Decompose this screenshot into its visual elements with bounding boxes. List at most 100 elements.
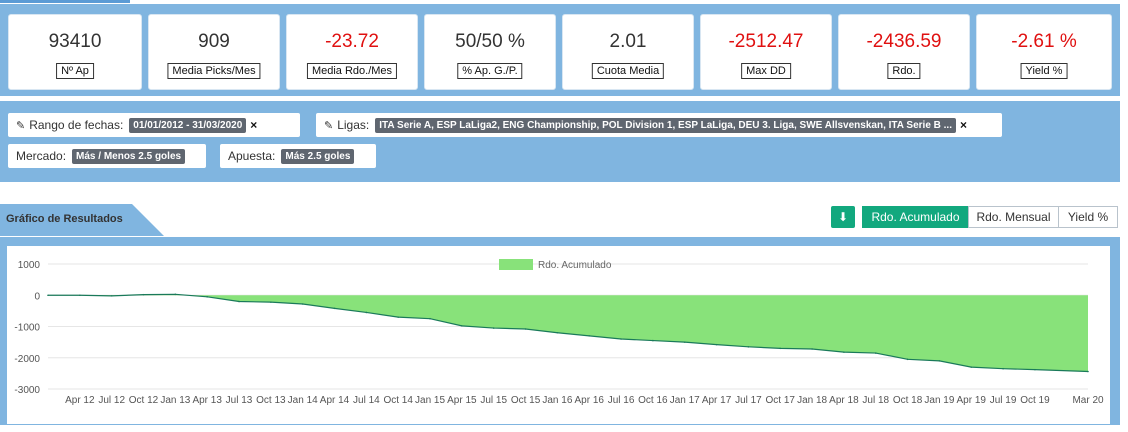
x-tick-label: Oct 13: [256, 395, 286, 406]
series-point: [79, 294, 81, 297]
series-point: [301, 303, 304, 305]
x-tick-label: Oct 18: [893, 395, 923, 406]
series-point: [906, 358, 909, 361]
market-filter[interactable]: Mercado: Más / Menos 2.5 goles: [8, 144, 206, 168]
stat-value: -2436.59: [866, 31, 942, 52]
stat-card: 50/50 % % Ap. G./P.: [424, 14, 556, 90]
bet-filter[interactable]: Apuesta: Más 2.5 goles: [220, 144, 376, 168]
series-point: [270, 301, 272, 303]
results-title: Gráfico de Resultados: [6, 213, 123, 225]
y-tick-label: -1000: [14, 323, 40, 334]
stat-value: 909: [198, 31, 230, 52]
y-tick-label: 0: [34, 291, 40, 302]
date-range-filter[interactable]: ✎ Rango de fechas: 01/01/2012 - 31/03/20…: [8, 113, 300, 137]
x-tick-label: Jan 19: [924, 395, 954, 406]
market-value: Más / Menos 2.5 goles: [72, 148, 186, 164]
series-point: [365, 311, 368, 314]
series-point: [556, 331, 559, 334]
series-point: [620, 338, 622, 340]
stat-card: 909 Media Picks/Mes: [148, 14, 280, 90]
x-tick-label: Apr 15: [447, 395, 477, 406]
remove-date-range-icon[interactable]: ×: [250, 118, 258, 132]
series-point: [1087, 370, 1089, 373]
x-tick-label: Oct 15: [511, 395, 541, 406]
remove-leagues-icon[interactable]: ×: [960, 118, 968, 132]
x-tick-label: Jul 15: [480, 395, 507, 406]
series-point: [110, 295, 113, 297]
x-tick-label: Jul 19: [990, 395, 1017, 406]
x-tick-label: Oct 16: [638, 395, 668, 406]
series-point: [779, 347, 782, 350]
bet-value: Más 2.5 goles: [281, 148, 355, 164]
download-icon: ⬇: [837, 210, 849, 224]
x-tick-label: Oct 19: [1020, 395, 1050, 406]
top-accent-tab: [0, 0, 130, 3]
x-tick-label: Jul 12: [98, 395, 125, 406]
series-point: [652, 339, 654, 342]
x-tick-label: Apr 14: [320, 395, 350, 406]
stat-card: 93410 Nº Ap: [8, 14, 142, 90]
date-range-value: 01/01/2012 - 31/03/2020: [129, 117, 247, 133]
stat-label: Media Picks/Mes: [167, 63, 261, 79]
x-tick-label: Apr 13: [192, 395, 222, 406]
x-tick-label: Jan 14: [288, 395, 318, 406]
series-point: [174, 293, 177, 296]
stat-value: -2512.47: [728, 31, 804, 52]
stat-value: -23.72: [325, 31, 379, 52]
series-point: [461, 325, 463, 327]
x-tick-label: Mar 20: [1072, 395, 1104, 406]
tab-rdo-mensual[interactable]: Rdo. Mensual: [968, 206, 1059, 228]
leagues-filter[interactable]: ✎ Ligas: ITA Serie A, ESP LaLiga2, ENG C…: [316, 113, 1002, 137]
series-point: [715, 343, 718, 346]
x-tick-label: Jul 16: [608, 395, 635, 406]
stat-value: 50/50 %: [455, 31, 525, 52]
series-point: [1002, 367, 1004, 370]
series-point: [206, 296, 208, 298]
series-area: [48, 294, 1088, 372]
series-point: [588, 335, 591, 337]
series-point: [333, 307, 336, 310]
series-point: [1034, 368, 1036, 371]
date-range-label: Rango de fechas:: [29, 118, 124, 132]
x-tick-label: Jul 17: [735, 395, 762, 406]
stat-value: 93410: [48, 31, 102, 52]
chart-panel: 1000 0 -1000 -2000 -3000 Apr 12 Jul 12 Oct 12 Ja…: [7, 246, 1110, 424]
x-tick-label: Apr 12: [65, 395, 95, 406]
x-tick-label: Oct 12: [129, 395, 159, 406]
stat-label: Yield %: [1020, 63, 1068, 79]
bet-label: Apuesta:: [228, 149, 276, 163]
series-point: [397, 316, 400, 318]
leagues-value: ITA Serie A, ESP LaLiga2, ENG Championsh…: [375, 117, 956, 133]
tab-yield[interactable]: Yield %: [1058, 206, 1118, 228]
market-label: Mercado:: [16, 149, 67, 163]
series-point: [524, 328, 527, 330]
stat-value: 2.01: [609, 31, 647, 52]
legend-swatch: [499, 259, 533, 270]
leagues-label: Ligas:: [337, 118, 370, 132]
tab-rdo-acumulado[interactable]: Rdo. Acumulado: [862, 206, 969, 228]
results-tab-shape: [0, 204, 164, 236]
x-tick-label: Jan 15: [415, 395, 445, 406]
series-point: [843, 351, 845, 353]
series-point: [429, 317, 431, 320]
x-tick-label: Jan 17: [670, 395, 700, 406]
stat-label: Media Rdo./Mes: [306, 63, 398, 79]
x-tick-label: Jan 13: [160, 395, 190, 406]
series-point: [683, 341, 686, 343]
y-tick-label: 1000: [18, 260, 41, 271]
x-tick-label: Apr 16: [574, 395, 604, 406]
series-point: [811, 348, 813, 350]
download-button[interactable]: ⬇: [831, 206, 855, 228]
x-tick-label: Jan 16: [542, 395, 572, 406]
series-point: [938, 360, 941, 362]
legend-label: Rdo. Acumulado: [538, 260, 612, 271]
x-tick-label: Oct 17: [766, 395, 796, 406]
stat-label: % Ap. G./P.: [457, 63, 523, 79]
series-point: [492, 327, 495, 329]
series-point: [874, 352, 877, 354]
stat-label: Max DD: [741, 63, 791, 79]
stat-label: Rdo.: [887, 63, 921, 79]
stat-card: 2.01 Cuota Media: [562, 14, 694, 90]
stat-card: -2512.47 Max DD: [700, 14, 832, 90]
